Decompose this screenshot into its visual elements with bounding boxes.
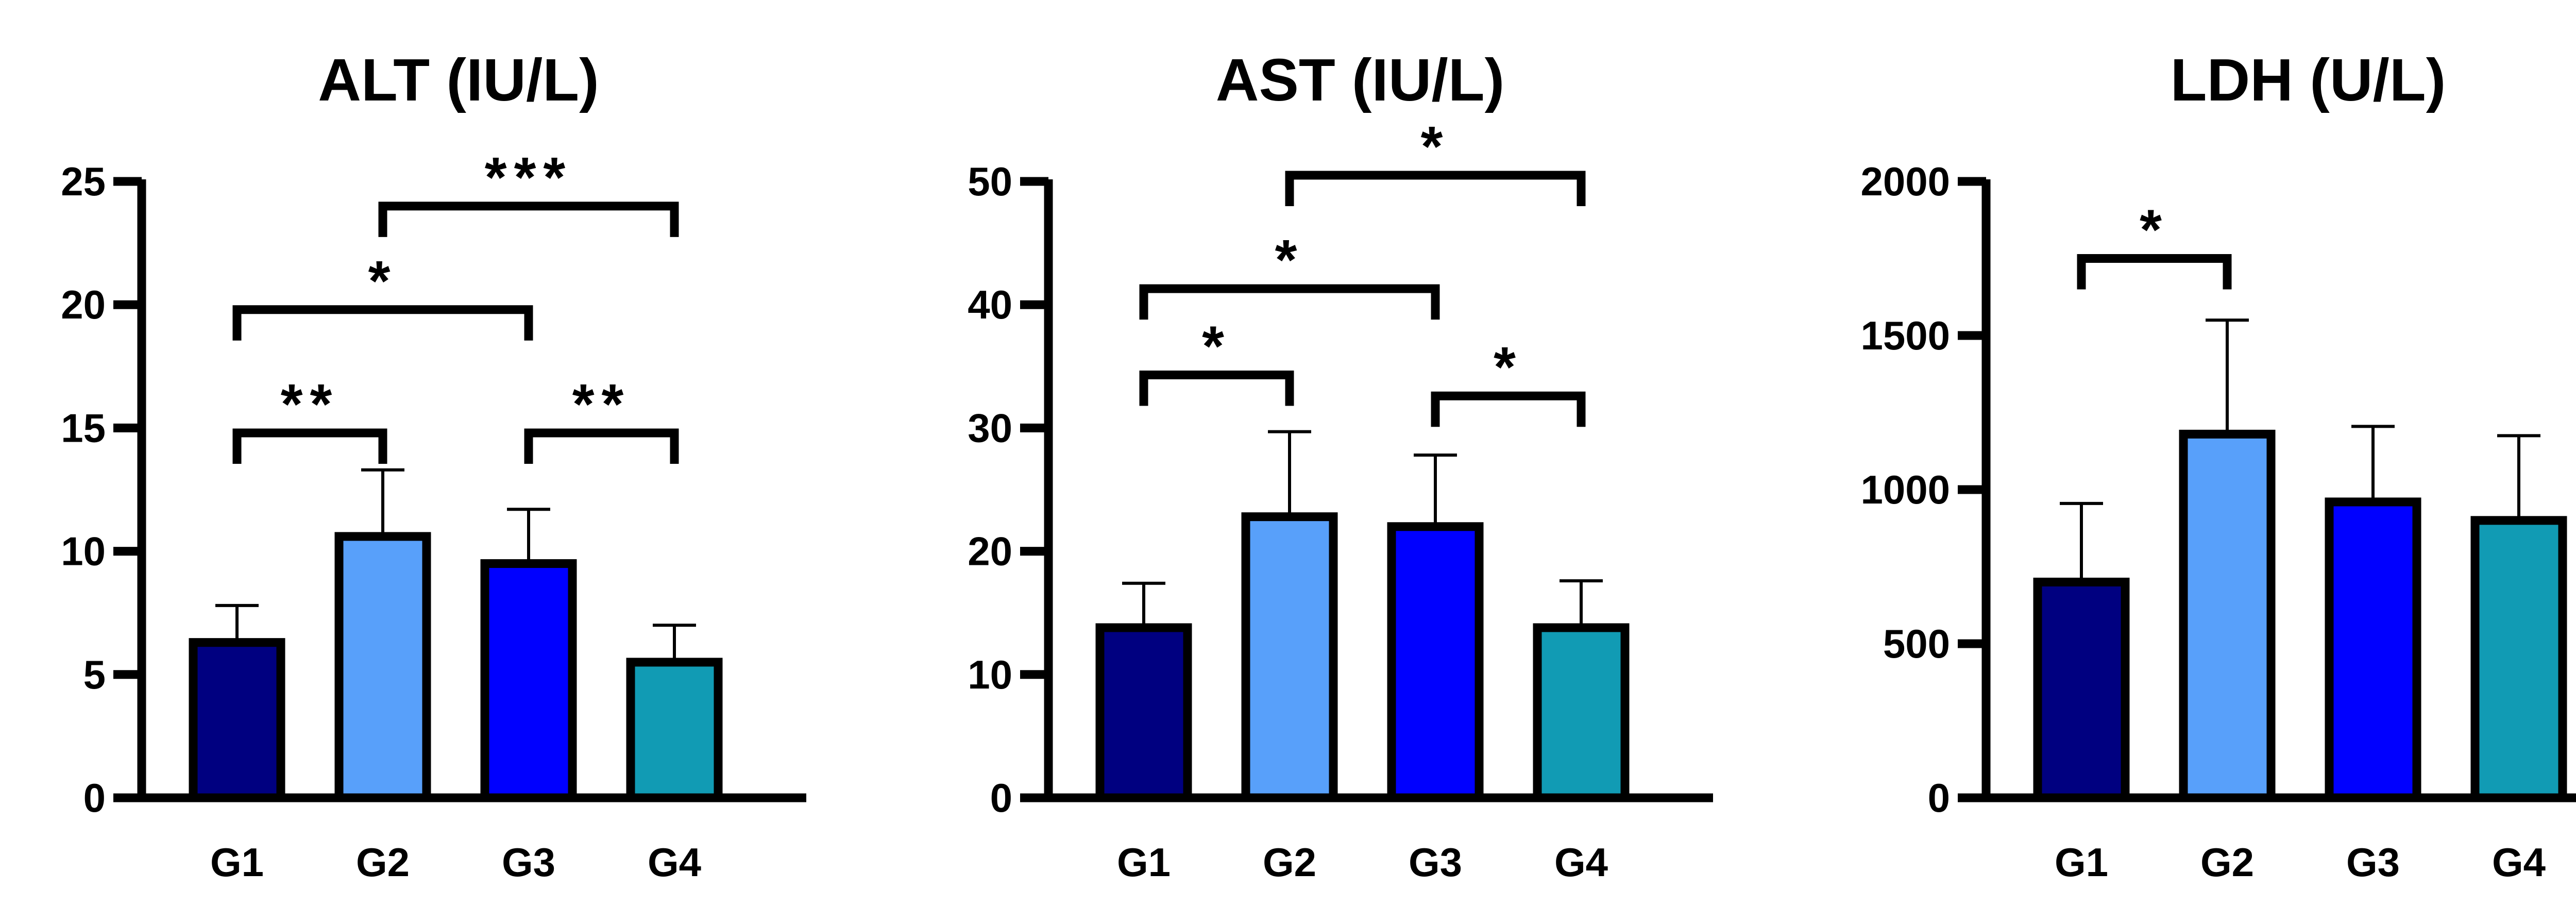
y-tick-label: 2000: [1860, 159, 1950, 204]
significance-label: **: [572, 373, 631, 436]
y-tick-label: 1000: [1860, 467, 1950, 512]
y-tick-label: 5: [83, 652, 106, 697]
significance-label: ***: [485, 146, 572, 209]
chart-panel-1: AST (IU/L) 0 10 20 30 40 50 G1 G2 G3 G4 * * * *: [968, 46, 1713, 885]
x-tick-label: G1: [2055, 840, 2108, 885]
bar-g2: [1241, 512, 1338, 802]
x-tick-label: G3: [1409, 840, 1462, 885]
significance-bracket: [1139, 284, 1440, 320]
x-tick-label: G3: [502, 840, 555, 885]
bar-g3: [1387, 522, 1484, 802]
significance-label: *: [1202, 315, 1231, 378]
y-tick-label: 10: [61, 529, 106, 574]
y-tick-label: 40: [968, 282, 1012, 327]
x-tick-label: G1: [1117, 840, 1171, 885]
y-tick-label: 500: [1883, 621, 1950, 666]
bar-g2: [334, 532, 431, 802]
bar-g1: [1095, 623, 1192, 802]
significance-label: *: [1494, 336, 1523, 399]
chart-title: LDH (U/L): [2171, 46, 2446, 113]
y-tick-label: 10: [968, 652, 1012, 697]
x-tick-label: G3: [2346, 840, 2400, 885]
bar-g4: [626, 658, 723, 802]
significance-bracket: [232, 428, 387, 464]
y-tick-label: 0: [990, 775, 1012, 820]
y-tick-label: 1500: [1860, 313, 1950, 358]
x-tick-label: G2: [1263, 840, 1316, 885]
significance-bracket: [524, 428, 679, 464]
significance-label: *: [1421, 115, 1450, 178]
y-tick-label: 30: [968, 405, 1012, 450]
bar-g4: [1533, 623, 1630, 802]
bar-g3: [480, 559, 577, 802]
y-tick-label: 50: [968, 159, 1012, 204]
significance-label: *: [368, 249, 398, 313]
significance-label: *: [2140, 198, 2169, 262]
significance-bracket: [1431, 391, 1586, 427]
y-tick-label: 0: [1928, 775, 1950, 820]
y-tick-label: 20: [61, 282, 106, 327]
chart-title: ALT (IU/L): [318, 46, 599, 113]
significance-bracket: [232, 305, 533, 341]
bar-g2: [2179, 429, 2276, 802]
y-tick-label: 20: [968, 529, 1012, 574]
bar-g1: [2033, 577, 2130, 802]
significance-bracket: [378, 202, 679, 237]
significance-bracket: [1285, 171, 1586, 207]
chart-title: AST (IU/L): [1216, 46, 1505, 113]
x-tick-label: G4: [648, 840, 701, 885]
significance-bracket: [1139, 371, 1294, 406]
y-tick-label: 0: [83, 775, 106, 820]
x-tick-label: G2: [2200, 840, 2254, 885]
y-tick-label: 25: [61, 159, 106, 204]
significance-bracket: [2077, 254, 2232, 290]
x-tick-label: G4: [1554, 840, 1608, 885]
significance-label: **: [281, 373, 340, 436]
chart-panel-2: LDH (U/L) 0 500 1000 1500 2000 G1 G2 G3 G4 *: [1860, 46, 2576, 885]
x-tick-label: G2: [356, 840, 410, 885]
x-tick-label: G1: [210, 840, 264, 885]
x-tick-label: G4: [2492, 840, 2546, 885]
significance-label: *: [1275, 228, 1304, 292]
y-tick-label: 15: [61, 405, 106, 450]
bar-g1: [189, 638, 285, 802]
bar-g3: [2325, 497, 2421, 802]
bar-g4: [2470, 516, 2567, 802]
